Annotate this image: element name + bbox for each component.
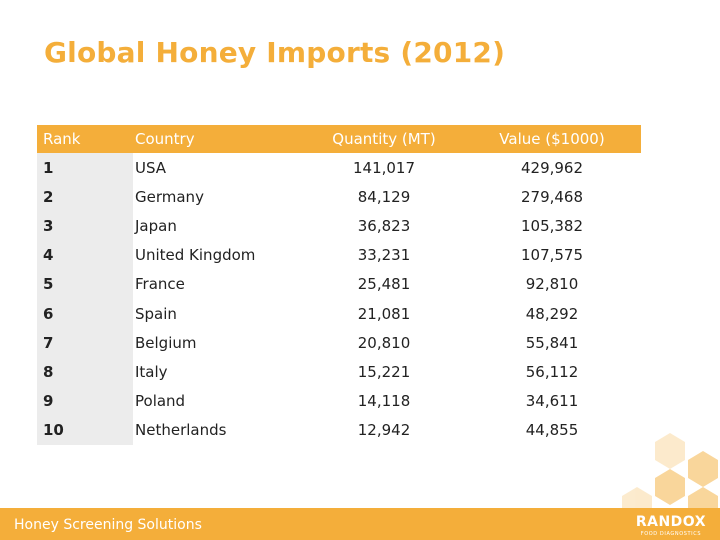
- quantity-cell: 15,221: [357, 362, 411, 381]
- rank-cell: 8: [37, 357, 133, 387]
- imports-table: Rank Country Quantity (MT) Value ($1000)…: [37, 125, 641, 445]
- country-cell: Poland: [135, 392, 186, 411]
- table-row: 7 Belgium 20,810 55,841: [37, 328, 641, 358]
- value-cell: 44,855: [525, 421, 579, 440]
- value-cell: 55,841: [525, 333, 579, 352]
- rank-cell: 5: [37, 269, 133, 299]
- table-row: 1 USA 141,017 429,962: [37, 153, 641, 183]
- country-cell: Netherlands: [135, 421, 227, 440]
- country-cell: France: [135, 275, 185, 294]
- page-title: Global Honey Imports (2012): [44, 36, 506, 69]
- country-cell: United Kingdom: [135, 246, 256, 265]
- rank-cell: 3: [37, 211, 133, 241]
- value-cell: 56,112: [525, 362, 579, 381]
- table-row: 5 France 25,481 92,810: [37, 269, 641, 299]
- quantity-cell: 84,129: [357, 187, 411, 206]
- logo-subtext: FOOD DIAGNOSTICS: [640, 531, 702, 537]
- country-cell: USA: [135, 158, 167, 177]
- country-cell: Spain: [135, 304, 177, 323]
- country-cell: Japan: [135, 216, 177, 235]
- footer-text: Honey Screening Solutions: [14, 517, 202, 533]
- randox-logo: RANDOX FOOD DIAGNOSTICS: [636, 514, 706, 537]
- table-row: 2 Germany 84,129 279,468: [37, 182, 641, 212]
- value-cell: 105,382: [520, 216, 584, 235]
- header-country: Country: [133, 125, 305, 153]
- rank-cell: 10: [37, 415, 133, 445]
- quantity-cell: 14,118: [357, 392, 411, 411]
- value-cell: 34,611: [525, 392, 579, 411]
- country-cell: Italy: [135, 362, 168, 381]
- quantity-cell: 25,481: [357, 275, 411, 294]
- rank-cell: 7: [37, 328, 133, 358]
- quantity-cell: 36,823: [357, 216, 411, 235]
- logo-text: RANDOX: [635, 514, 706, 530]
- rank-cell: 1: [37, 153, 133, 183]
- rank-cell: 9: [37, 386, 133, 416]
- table-row: 6 Spain 21,081 48,292: [37, 298, 641, 329]
- quantity-cell: 12,942: [357, 421, 411, 440]
- table-row: 3 Japan 36,823 105,382: [37, 211, 641, 241]
- footer-bar: Honey Screening Solutions RANDOX FOOD DI…: [0, 508, 720, 540]
- value-cell: 92,810: [525, 275, 579, 294]
- value-cell: 279,468: [520, 187, 584, 206]
- table-row: 10 Netherlands 12,942 44,855: [37, 415, 641, 445]
- header-quantity: Quantity (MT): [305, 125, 463, 153]
- rank-cell: 2: [37, 182, 133, 212]
- table-row: 9 Poland 14,118 34,611: [37, 386, 641, 416]
- quantity-cell: 21,081: [357, 304, 411, 323]
- rank-cell: 6: [37, 298, 133, 329]
- table-header-row: Rank Country Quantity (MT) Value ($1000): [37, 125, 641, 153]
- quantity-cell: 33,231: [357, 246, 411, 265]
- table-row: 8 Italy 15,221 56,112: [37, 357, 641, 387]
- country-cell: Germany: [135, 187, 204, 206]
- rank-cell: 4: [37, 240, 133, 270]
- header-rank: Rank: [37, 125, 133, 153]
- table-row: 4 United Kingdom 33,231 107,575: [37, 240, 641, 270]
- honeycomb-decoration: [622, 433, 718, 510]
- quantity-cell: 141,017: [352, 158, 416, 177]
- value-cell: 48,292: [525, 304, 579, 323]
- value-cell: 429,962: [520, 158, 584, 177]
- header-value: Value ($1000): [463, 125, 641, 153]
- value-cell: 107,575: [520, 246, 584, 265]
- quantity-cell: 20,810: [357, 333, 411, 352]
- country-cell: Belgium: [135, 333, 197, 352]
